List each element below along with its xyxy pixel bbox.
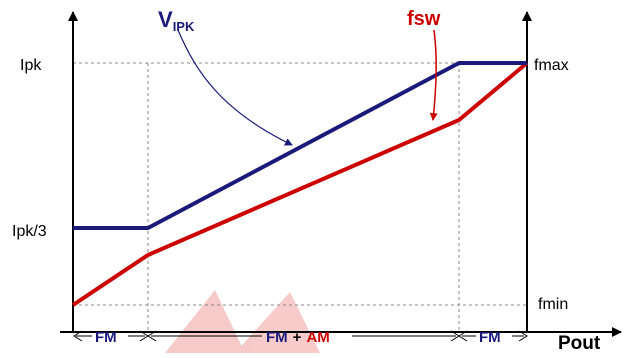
ipk-label: Ipk	[20, 57, 42, 74]
vipk-curve	[73, 61, 527, 230]
band-dimensions	[73, 330, 528, 342]
watermark-strokes	[165, 290, 320, 353]
vipk-label-sub: IPK	[173, 19, 195, 34]
band-fm-am-label: FM + AM	[266, 329, 330, 346]
band-fm-am-am: AM	[306, 329, 329, 346]
band-fm-am-plus: +	[293, 329, 302, 346]
fsw-curve	[71, 61, 529, 307]
band-fm-am-fm: FM	[266, 329, 288, 346]
fsw-callout-line	[429, 29, 438, 121]
ipk-third-label: Ipk/3	[12, 223, 47, 240]
vipk-label: VIPK	[158, 7, 195, 34]
fmin-label: fmin	[538, 296, 568, 313]
guide-lines	[73, 62, 527, 332]
band-arrow-mid1-right	[147, 330, 157, 342]
band-fm-right-label: FM	[479, 329, 501, 346]
band-arrow-left-end	[73, 330, 83, 342]
band-arrow-mid2-right	[458, 330, 468, 342]
vipk-label-main: V	[158, 7, 173, 32]
vipk-callout-line	[177, 29, 293, 146]
pout-label: Pout	[558, 333, 601, 353]
fsw-label: fsw	[407, 8, 441, 30]
fmax-label: fmax	[534, 57, 569, 74]
band-arrow-right-end	[518, 330, 528, 342]
band-fm-left-label: FM	[95, 329, 117, 346]
